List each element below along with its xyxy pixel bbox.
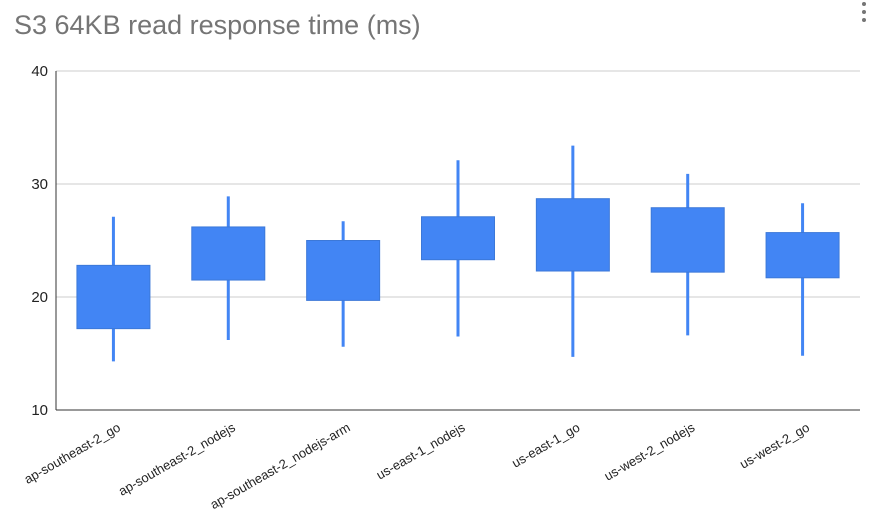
- candle-body: [306, 240, 381, 301]
- candle-body: [765, 232, 840, 279]
- candle-body: [421, 216, 495, 261]
- more-vert-icon[interactable]: [858, 2, 870, 24]
- x-tick-label: ap-southeast-2_go: [22, 420, 123, 487]
- candles: [76, 145, 840, 362]
- x-tick-labels: ap-southeast-2_goap-southeast-2_nodejsap…: [22, 419, 813, 512]
- candle-body: [650, 207, 725, 273]
- candle[interactable]: [191, 196, 266, 340]
- candle-body: [191, 226, 266, 281]
- x-tick-label: us-east-1_go: [509, 420, 582, 471]
- y-tick-label: 20: [31, 289, 48, 306]
- candle[interactable]: [650, 173, 725, 336]
- y-tick-labels: 10 20 30 40: [31, 63, 48, 419]
- candle[interactable]: [306, 221, 381, 347]
- chart-title: S3 64KB read response time (ms): [14, 10, 421, 40]
- x-tick-label: ap-southeast-2_nodejs: [116, 419, 238, 498]
- candle[interactable]: [76, 216, 151, 362]
- x-tick-label: us-west-2_nodejs: [601, 419, 697, 483]
- candle[interactable]: [535, 145, 610, 357]
- y-tick-label: 10: [31, 402, 48, 419]
- x-tick-label: us-west-2_go: [737, 420, 812, 472]
- candle-body: [535, 198, 610, 272]
- candle[interactable]: [765, 203, 840, 356]
- candle-body: [76, 264, 151, 330]
- y-tick-label: 40: [31, 63, 48, 80]
- x-tick-label: us-east-1_nodejs: [374, 419, 468, 482]
- y-tick-label: 30: [31, 176, 48, 193]
- candle[interactable]: [421, 160, 495, 337]
